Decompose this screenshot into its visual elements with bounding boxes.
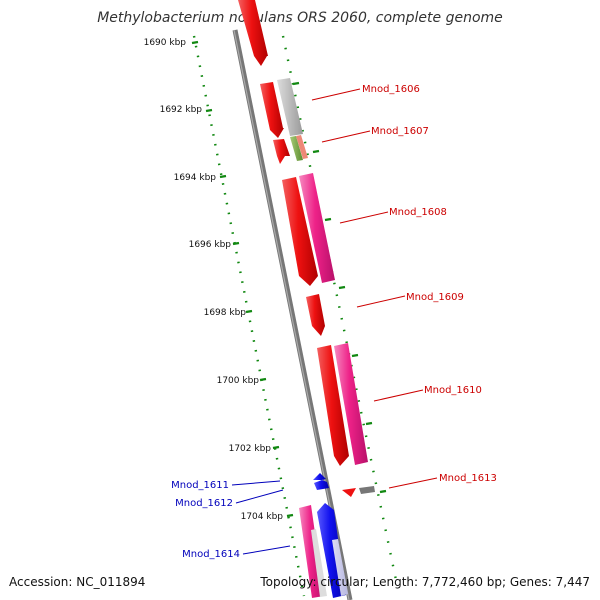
accession-text: Accession: NC_011894 bbox=[9, 575, 145, 589]
minor-tick bbox=[351, 353, 359, 358]
scale-label: 1700 kbp bbox=[217, 376, 260, 386]
gene-arrow-salmon[interactable] bbox=[296, 135, 308, 159]
leader-line bbox=[231, 480, 281, 486]
gene-arrow-pink[interactable] bbox=[299, 173, 335, 283]
gene-label-mnod-1613[interactable]: Mnod_1613 bbox=[439, 473, 497, 484]
leader-line bbox=[311, 88, 361, 101]
gene-arrow-green[interactable] bbox=[290, 136, 303, 161]
gene-arrow-red[interactable] bbox=[260, 82, 284, 138]
gene-arrow-red[interactable] bbox=[306, 294, 325, 336]
gene-arrow-blue[interactable] bbox=[314, 480, 329, 490]
gene-label-mnod-1612[interactable]: Mnod_1612 bbox=[175, 498, 233, 509]
genome-backbone bbox=[232, 29, 353, 600]
gene-label-mnod-1614[interactable]: Mnod_1614 bbox=[182, 549, 240, 560]
scale-label: 1698 kbp bbox=[204, 308, 247, 318]
inner-track bbox=[281, 35, 398, 581]
major-tick bbox=[272, 445, 280, 450]
minor-tick bbox=[292, 81, 300, 86]
major-tick bbox=[259, 377, 267, 382]
gene-arrow-red[interactable] bbox=[282, 177, 318, 286]
scale-label: 1690 kbp bbox=[144, 38, 187, 48]
gene-arrow-red[interactable] bbox=[238, 0, 268, 66]
gene-arrow-blue[interactable] bbox=[313, 473, 326, 480]
minor-tick bbox=[324, 217, 332, 222]
scale-label: 1692 kbp bbox=[160, 105, 203, 115]
leader-line bbox=[339, 211, 389, 224]
minor-tick bbox=[379, 489, 387, 494]
major-tick bbox=[219, 174, 227, 179]
gene-label-mnod-1610[interactable]: Mnod_1610 bbox=[424, 385, 482, 396]
gene-arrow-pink[interactable] bbox=[334, 343, 368, 465]
leader-line bbox=[321, 130, 371, 143]
scale-label: 1704 kbp bbox=[241, 512, 284, 522]
leader-line bbox=[235, 489, 284, 504]
gene-arrow-grey[interactable] bbox=[359, 486, 375, 494]
major-tick bbox=[205, 108, 213, 113]
gene-arrow-red[interactable] bbox=[342, 488, 356, 497]
gene-label-mnod-1607[interactable]: Mnod_1607 bbox=[371, 126, 429, 137]
left-labels: Mnod_1611 Mnod_1612 Mnod_1614 bbox=[171, 480, 291, 560]
scale-label: 1694 kbp bbox=[174, 173, 217, 183]
topology-text: Topology: circular; Length: 7,772,460 bp… bbox=[259, 575, 590, 589]
leader-line bbox=[242, 545, 291, 555]
gene-arrow-grey[interactable] bbox=[311, 529, 327, 597]
gene-label-mnod-1609[interactable]: Mnod_1609 bbox=[406, 292, 464, 303]
scale-label: 1702 kbp bbox=[229, 444, 272, 454]
gene-arrow-red[interactable] bbox=[317, 345, 349, 466]
minor-tick bbox=[312, 149, 320, 154]
leader-line bbox=[373, 389, 424, 402]
gene-label-mnod-1611[interactable]: Mnod_1611 bbox=[171, 480, 229, 491]
genes bbox=[238, 0, 375, 598]
scale-label: 1696 kbp bbox=[189, 240, 232, 250]
minor-tick bbox=[338, 285, 346, 290]
gene-label-mnod-1608[interactable]: Mnod_1608 bbox=[389, 207, 447, 218]
scale-track bbox=[191, 35, 306, 597]
right-labels: Mnod_1606 Mnod_1607 Mnod_1608 Mnod_1609 … bbox=[311, 84, 497, 489]
gene-arrow-grey[interactable] bbox=[277, 78, 303, 136]
leader-line bbox=[388, 477, 438, 489]
minor-tick bbox=[365, 421, 373, 426]
gene-label-mnod-1606[interactable]: Mnod_1606 bbox=[362, 84, 420, 95]
major-tick bbox=[191, 40, 199, 45]
major-tick bbox=[232, 241, 240, 246]
map-title: Methylobacterium nodulans ORS 2060, comp… bbox=[97, 10, 503, 26]
major-tick bbox=[245, 309, 253, 314]
gene-arrow-lavender[interactable] bbox=[332, 539, 348, 596]
gene-arrow-red[interactable] bbox=[273, 139, 290, 164]
leader-line bbox=[356, 295, 406, 308]
major-tick bbox=[286, 513, 294, 518]
